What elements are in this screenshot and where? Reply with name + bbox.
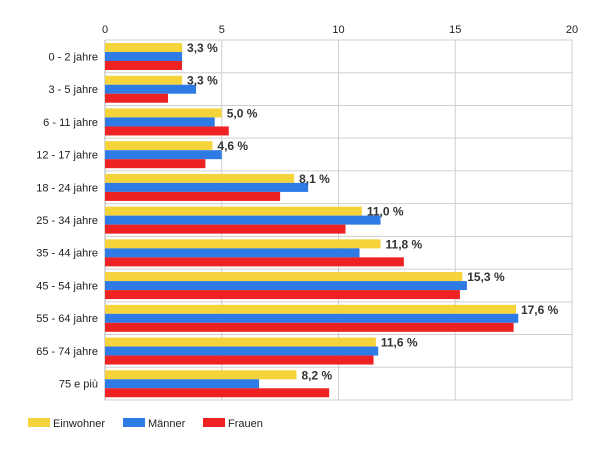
bar-einwohner	[105, 239, 381, 249]
category-label: 0 - 2 jahre	[48, 51, 98, 63]
data-label: 3,3 %	[187, 74, 218, 88]
bar-mnner	[105, 215, 381, 225]
bar-mnner	[105, 313, 519, 323]
bar-einwohner	[105, 75, 183, 85]
data-label: 17,6 %	[521, 303, 559, 317]
data-labels: 3,3 % 3,3 % 5,0 % 4,6 % 8,1 % 11,0 % 11,8 % 15,…	[187, 41, 559, 382]
data-label: 5,0 %	[227, 106, 258, 120]
data-label: 4,6 %	[217, 139, 248, 153]
bar-mnner	[105, 346, 379, 356]
x-tick-label: 15	[449, 24, 461, 36]
bar-mnner	[105, 281, 467, 291]
bar-einwohner	[105, 206, 362, 216]
category-label: 55 - 64 jahre	[36, 313, 98, 325]
bar-frauen	[105, 257, 404, 267]
bar-mnner	[105, 84, 197, 94]
bar-mnner	[105, 379, 260, 389]
bar-einwohner	[105, 370, 297, 380]
bar-frauen	[105, 159, 206, 169]
bar-einwohner	[105, 43, 183, 52]
bar-mnner	[105, 248, 360, 258]
category-label: 75 e più	[59, 379, 98, 391]
legend-label: Männer	[148, 418, 186, 430]
bar-frauen	[105, 224, 346, 234]
x-tick-label: 20	[566, 24, 578, 36]
x-tick-label: 10	[332, 24, 344, 36]
bar-frauen	[105, 355, 374, 365]
bar-mnner	[105, 52, 183, 61]
category-label: 65 - 74 jahre	[36, 346, 98, 358]
category-label: 12 - 17 jahre	[36, 150, 98, 162]
legend: Einwohner Männer Frauen	[28, 418, 263, 430]
data-label: 3,3 %	[187, 41, 218, 55]
legend-swatch	[123, 418, 145, 427]
category-label: 3 - 5 jahre	[48, 84, 98, 96]
bar-einwohner	[105, 141, 213, 151]
bar-frauen	[105, 93, 169, 103]
bar-frauen	[105, 290, 460, 300]
legend-swatch	[203, 418, 225, 427]
y-axis-category-labels: 0 - 2 jahre 3 - 5 jahre 6 - 11 jahre 12 - 1…	[36, 51, 98, 390]
legend-label: Einwohner	[53, 418, 105, 430]
bar-mnner	[105, 117, 215, 127]
bars	[105, 43, 519, 398]
x-tick-label: 0	[102, 24, 108, 36]
data-label: 11,8 %	[386, 237, 423, 251]
data-label: 8,1 %	[299, 172, 330, 186]
category-label: 6 - 11 jahre	[43, 117, 98, 129]
category-label: 25 - 34 jahre	[36, 215, 98, 227]
bar-frauen	[105, 388, 330, 398]
bar-einwohner	[105, 337, 376, 347]
legend-label: Frauen	[228, 418, 263, 430]
x-axis-tick-labels: 0 5 10 15 20	[102, 24, 578, 36]
data-label: 11,0 %	[367, 205, 404, 219]
bar-mnner	[105, 150, 222, 160]
category-label: 45 - 54 jahre	[36, 280, 98, 292]
x-tick-label: 5	[219, 24, 225, 36]
bar-frauen	[105, 191, 281, 201]
bar-einwohner	[105, 108, 222, 118]
category-label: 18 - 24 jahre	[36, 182, 98, 194]
bar-einwohner	[105, 272, 463, 282]
legend-swatch	[28, 418, 50, 427]
bar-einwohner	[105, 173, 295, 183]
bar-einwohner	[105, 304, 516, 314]
data-label: 15,3 %	[467, 270, 505, 284]
bar-frauen	[105, 322, 514, 332]
data-label: 11,6 %	[381, 336, 418, 350]
data-label: 8,2 %	[301, 368, 332, 382]
bar-mnner	[105, 182, 309, 192]
bar-frauen	[105, 61, 183, 70]
bar-frauen	[105, 126, 229, 136]
category-label: 35 - 44 jahre	[36, 248, 98, 260]
